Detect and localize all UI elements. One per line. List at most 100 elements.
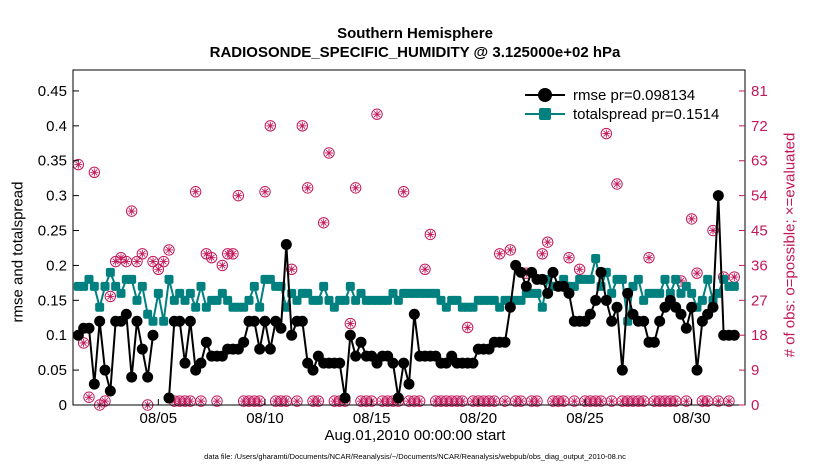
totalspread-point <box>143 309 153 319</box>
obs-count-marker <box>461 321 474 334</box>
obs-count-marker <box>152 263 165 275</box>
x-tick-label: 08/05 <box>140 410 178 427</box>
obs-evaluated-cross <box>704 398 711 405</box>
rmse-point <box>126 371 138 383</box>
rmse-point <box>680 322 692 334</box>
obs-count-marker <box>301 182 314 194</box>
obs-possible-circle <box>344 317 357 330</box>
totalspread-point <box>159 316 169 326</box>
y-left-tick-label: 0.4 <box>46 118 67 135</box>
obs-evaluated-cross <box>283 398 290 405</box>
y-right-tick-label: 9 <box>751 362 759 379</box>
totalspread-point <box>383 295 393 305</box>
x-tick-label: 08/20 <box>460 410 498 427</box>
rmse-series <box>72 190 740 404</box>
obs-evaluated-cross <box>352 184 359 191</box>
obs-possible-circle <box>349 182 362 194</box>
obs-evaluated-cross <box>539 250 546 257</box>
obs-possible-circle <box>461 321 474 334</box>
y-left-tick-label: 0 <box>59 397 67 414</box>
obs-evaluated-cross <box>325 149 333 157</box>
obs-possible-circle <box>371 108 383 120</box>
totalspread-point <box>660 274 670 284</box>
obs-evaluated-cross <box>160 258 167 265</box>
obs-possible-circle <box>493 248 506 260</box>
obs-evaluated-cross <box>683 398 690 405</box>
rmse-point <box>200 336 212 348</box>
totalspread-point <box>431 288 441 298</box>
rmse-point <box>606 315 618 327</box>
totalspread-point <box>191 302 201 312</box>
rmse-point <box>542 287 554 299</box>
obs-possible-circle <box>723 395 735 407</box>
obs-count-marker <box>99 395 111 407</box>
totalspread-point <box>153 288 163 298</box>
rmse-point <box>179 357 191 369</box>
obs-evaluated-cross <box>192 188 199 195</box>
obs-count-marker <box>712 395 725 407</box>
rmse-point <box>600 294 612 306</box>
obs-count-marker <box>157 255 170 268</box>
rmse-point <box>238 336 250 348</box>
totalspread-point <box>393 295 403 305</box>
obs-evaluated-cross <box>565 254 573 261</box>
legend-spread-label: totalspread pr=0.1514 <box>573 106 719 123</box>
obs-evaluated-cross <box>123 258 130 265</box>
totalspread-point <box>281 302 291 312</box>
obs-count-marker <box>536 248 549 260</box>
obs-count-marker <box>371 108 383 120</box>
obs-evaluated-cross <box>517 398 525 405</box>
obs-evaluated-cross <box>491 398 498 405</box>
totalspread-point <box>175 288 185 298</box>
rmse-point <box>563 287 575 299</box>
totalspread-point <box>116 288 126 298</box>
totalspread-point <box>697 295 707 305</box>
legend-rmse-label: rmse pr=0.098134 <box>573 87 695 104</box>
obs-count-marker <box>323 147 335 159</box>
obs-evaluated-cross <box>213 398 221 405</box>
obs-possible-circle <box>573 263 586 275</box>
obs-count-marker <box>189 186 202 198</box>
rmse-point <box>147 329 159 341</box>
totalspread-point <box>388 288 398 298</box>
obs-evaluated-cross <box>101 398 109 405</box>
rmse-point <box>536 273 548 285</box>
rmse-point <box>675 308 687 320</box>
obs-count-marker <box>728 271 741 283</box>
rmse-point <box>334 357 346 369</box>
rmse-point <box>104 385 116 397</box>
totalspread-point <box>164 274 174 284</box>
obs-evaluated-cross <box>288 266 295 273</box>
totalspread-point <box>633 274 643 284</box>
y-right-tick-label: 36 <box>751 257 768 274</box>
totalspread-point <box>169 295 179 305</box>
obs-evaluated-cross <box>133 258 141 265</box>
totalspread-point <box>703 274 713 284</box>
rmse-point <box>88 378 100 390</box>
obs-count-marker <box>504 244 517 256</box>
obs-possible-circle <box>691 267 703 279</box>
rmse-point <box>387 357 399 369</box>
obs-possible-circle <box>136 248 149 260</box>
rmse-point <box>99 364 111 376</box>
obs-possible-circle <box>163 244 175 256</box>
obs-possible-circle <box>189 186 202 198</box>
rmse-point <box>248 315 260 327</box>
obs-possible-circle <box>541 236 554 248</box>
rmse-point <box>408 308 420 320</box>
y-right-tick-label: 81 <box>751 83 768 100</box>
rmse-point <box>622 287 634 299</box>
obs-evaluated-cross <box>75 161 82 168</box>
rmse-point <box>499 336 511 348</box>
obs-count-marker <box>723 395 735 407</box>
totalspread-point <box>313 295 323 305</box>
totalspread-point <box>569 281 579 291</box>
obs-count-marker <box>131 255 143 268</box>
obs-evaluated-cross <box>219 262 226 269</box>
obs-count-marker <box>531 395 543 407</box>
y-right-tick-label: 27 <box>751 292 768 309</box>
obs-possible-circle <box>600 127 613 140</box>
obs-possible-circle <box>259 186 271 198</box>
rmse-point <box>350 350 362 362</box>
obs-evaluated-cross <box>107 293 114 300</box>
